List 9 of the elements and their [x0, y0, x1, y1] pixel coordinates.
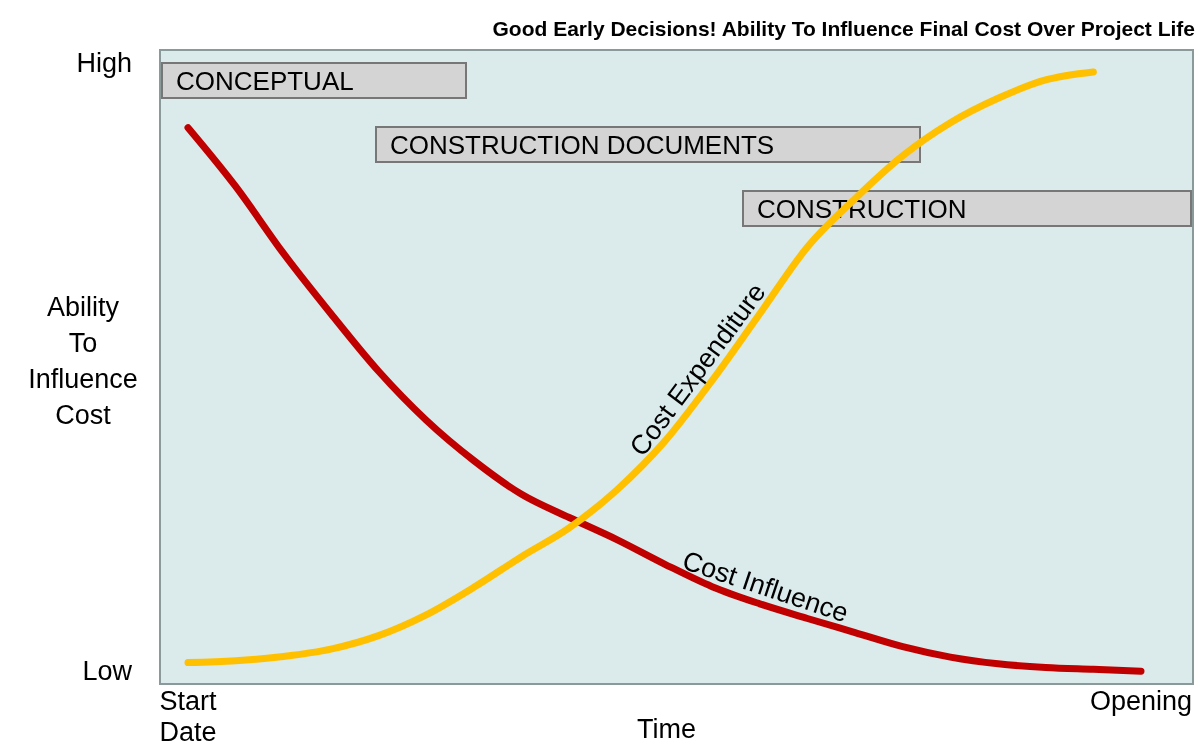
- text: Low: [82, 656, 133, 686]
- y-axis-title: Ability To Influence Cost: [28, 292, 138, 430]
- chart-title: Good Early Decisions! Ability To Influence Final Cost Over Project Life: [492, 17, 1195, 40]
- annotation: CONSTRUCTION DOCUMENTS: [390, 130, 775, 160]
- text: High: [76, 48, 132, 78]
- annotation: CONCEPTUAL: [176, 66, 354, 96]
- x-axis-title: Time: [637, 714, 696, 744]
- x-tick-label: Opening: [1089, 686, 1193, 716]
- x-tick-label: Start Date: [159, 686, 217, 747]
